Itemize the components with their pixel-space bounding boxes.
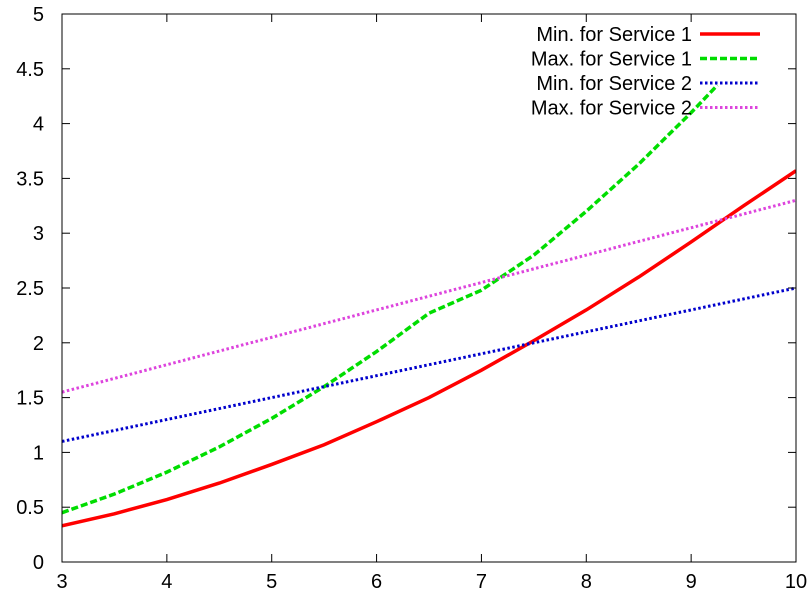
x-tick-label: 3 [56, 571, 67, 593]
y-tick-label: 0 [33, 552, 44, 574]
plot-frame [61, 13, 797, 563]
y-tick-label: 4.5 [16, 59, 44, 81]
x-tick-label: 5 [266, 571, 277, 593]
series-line-4 [62, 198, 796, 394]
x-tick-label: 9 [686, 571, 697, 593]
y-tick-label: 2 [33, 333, 44, 355]
series-line-3 [62, 286, 796, 443]
series-line-2 [62, 84, 719, 515]
legend-label-2: Max. for Service 1 [531, 49, 692, 71]
x-tick-label: 10 [785, 571, 807, 593]
x-tick-label: 8 [581, 571, 592, 593]
plot-area [62, 84, 796, 528]
x-tick-label: 7 [476, 571, 487, 593]
y-tick-label: 5 [33, 4, 44, 26]
x-tick-label: 4 [161, 571, 172, 593]
y-tick-label: 4 [33, 114, 44, 136]
y-tick-label: 2.5 [16, 278, 44, 300]
legend-label-1: Min. for Service 1 [536, 24, 692, 46]
y-tick-label: 1 [33, 442, 44, 464]
y-tick-label: 3 [33, 223, 44, 245]
legend: Min. for Service 1 Max. for Service 1Min.… [531, 24, 760, 120]
axes: 3 4 5 6 7 8 9 10 0 0.5 1 1.5 2 2.5 3 3.5 4 4.5 5 [16, 4, 807, 593]
y-tick-label: 3.5 [16, 168, 44, 190]
legend-label-4: Max. for Service 2 [531, 98, 692, 120]
y-tick-label: 0.5 [16, 497, 44, 519]
series-line-1 [62, 169, 796, 528]
x-tick-label: 6 [371, 571, 382, 593]
y-tick-label: 1.5 [16, 388, 44, 410]
legend-label-3: Min. for Service 2 [536, 73, 692, 95]
